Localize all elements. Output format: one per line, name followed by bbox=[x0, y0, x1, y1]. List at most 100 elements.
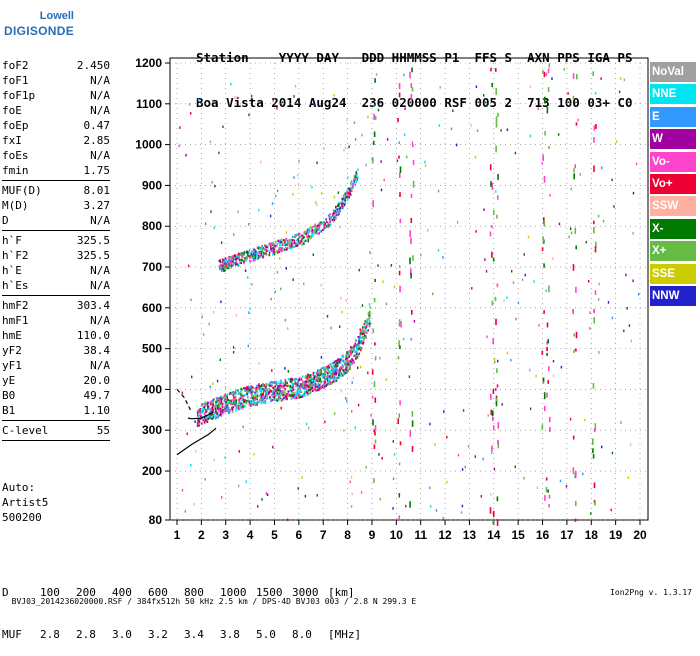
noise-point bbox=[276, 270, 279, 274]
interference-point bbox=[575, 122, 578, 126]
param-value: N/A bbox=[90, 359, 110, 372]
noise-point bbox=[344, 146, 347, 149]
echo-point bbox=[337, 204, 339, 208]
echo-point bbox=[311, 384, 314, 387]
echo-point bbox=[362, 326, 364, 329]
echo-point bbox=[304, 386, 307, 389]
x-tick-label: 20 bbox=[633, 528, 647, 542]
table-cell: 3.4 bbox=[184, 628, 204, 641]
echo-point bbox=[310, 237, 312, 240]
echo-point bbox=[233, 256, 235, 259]
interference-point bbox=[592, 71, 594, 76]
echo-point bbox=[353, 354, 356, 357]
interference-point bbox=[542, 377, 545, 383]
echo-point bbox=[317, 225, 319, 228]
echo-point bbox=[245, 250, 248, 253]
echo-point bbox=[351, 358, 353, 361]
echo-point bbox=[281, 392, 283, 395]
echo-point bbox=[223, 265, 226, 268]
echo-point bbox=[280, 239, 282, 242]
echo-point bbox=[239, 387, 242, 390]
echo-point bbox=[198, 410, 201, 413]
interference-point bbox=[411, 67, 413, 73]
echo-point bbox=[360, 341, 362, 344]
echo-point bbox=[342, 369, 345, 372]
x-tick-label: 10 bbox=[390, 528, 404, 542]
echo-point bbox=[346, 357, 349, 360]
interference-point bbox=[592, 383, 595, 389]
echo-point bbox=[334, 370, 337, 373]
echo-point bbox=[220, 398, 222, 401]
echo-point bbox=[247, 396, 249, 399]
echo-point bbox=[272, 247, 274, 250]
echo-point bbox=[238, 256, 240, 259]
echo-point bbox=[361, 332, 364, 336]
echo-point bbox=[323, 376, 326, 379]
noise-point bbox=[377, 264, 379, 267]
echo-point bbox=[301, 375, 304, 378]
echo-point bbox=[270, 398, 273, 401]
noise-point bbox=[237, 210, 239, 214]
noise-point bbox=[630, 339, 632, 343]
noise-point bbox=[293, 95, 295, 98]
echo-point bbox=[326, 376, 328, 379]
echo-point bbox=[224, 261, 227, 264]
echo-point bbox=[252, 403, 254, 406]
noise-point bbox=[443, 410, 445, 413]
legend-item-w: W bbox=[650, 129, 696, 150]
echo-point bbox=[200, 410, 203, 413]
echo-point bbox=[319, 380, 322, 383]
noise-point bbox=[247, 344, 249, 348]
echo-point bbox=[318, 221, 321, 224]
echo-point bbox=[303, 240, 305, 243]
interference-point bbox=[574, 518, 577, 522]
echo-point bbox=[249, 256, 251, 260]
echo-point bbox=[224, 395, 227, 398]
interference-point bbox=[545, 72, 548, 76]
noise-point bbox=[385, 302, 388, 306]
echo-point bbox=[335, 362, 338, 365]
param-row: D N/A bbox=[2, 213, 110, 228]
echo-point bbox=[234, 397, 236, 400]
echo-point bbox=[256, 392, 259, 395]
legend-item-x: X- bbox=[650, 218, 696, 239]
param-name: foF2 bbox=[2, 59, 29, 72]
noise-point bbox=[537, 107, 539, 110]
echo-point bbox=[197, 411, 199, 414]
echo-point bbox=[282, 391, 284, 394]
interference-point bbox=[496, 519, 499, 527]
echo-point bbox=[287, 378, 290, 381]
echo-point bbox=[304, 394, 306, 397]
echo-point bbox=[304, 390, 306, 393]
x-tick-label: 1 bbox=[174, 528, 181, 542]
echo-point bbox=[303, 393, 305, 396]
echo-point bbox=[290, 394, 293, 397]
noise-point bbox=[181, 489, 184, 492]
noise-point bbox=[304, 376, 306, 379]
echo-point bbox=[330, 223, 332, 226]
echo-point bbox=[336, 377, 338, 380]
echo-point bbox=[199, 408, 201, 411]
noise-point bbox=[351, 381, 353, 384]
noise-point bbox=[369, 251, 371, 254]
interference-point bbox=[398, 413, 401, 419]
x-tick-label: 17 bbox=[560, 528, 574, 542]
echo-point bbox=[309, 374, 312, 377]
noise-point bbox=[280, 103, 283, 107]
echo-point bbox=[243, 262, 245, 265]
echo-point bbox=[249, 255, 251, 258]
param-row: hmF2 303.4 bbox=[2, 298, 110, 313]
param-name: h`E bbox=[2, 264, 22, 277]
noise-point bbox=[209, 140, 212, 144]
noise-point bbox=[313, 103, 315, 107]
echo-point bbox=[259, 388, 262, 391]
echo-point bbox=[247, 252, 249, 255]
noise-point bbox=[333, 93, 335, 97]
table-cell: 3.0 bbox=[112, 628, 132, 641]
echo-point bbox=[198, 414, 200, 417]
echo-point bbox=[308, 380, 311, 384]
echo-point bbox=[220, 414, 222, 417]
echo-point bbox=[305, 380, 308, 383]
echo-point bbox=[254, 391, 256, 394]
echo-point bbox=[311, 386, 313, 389]
